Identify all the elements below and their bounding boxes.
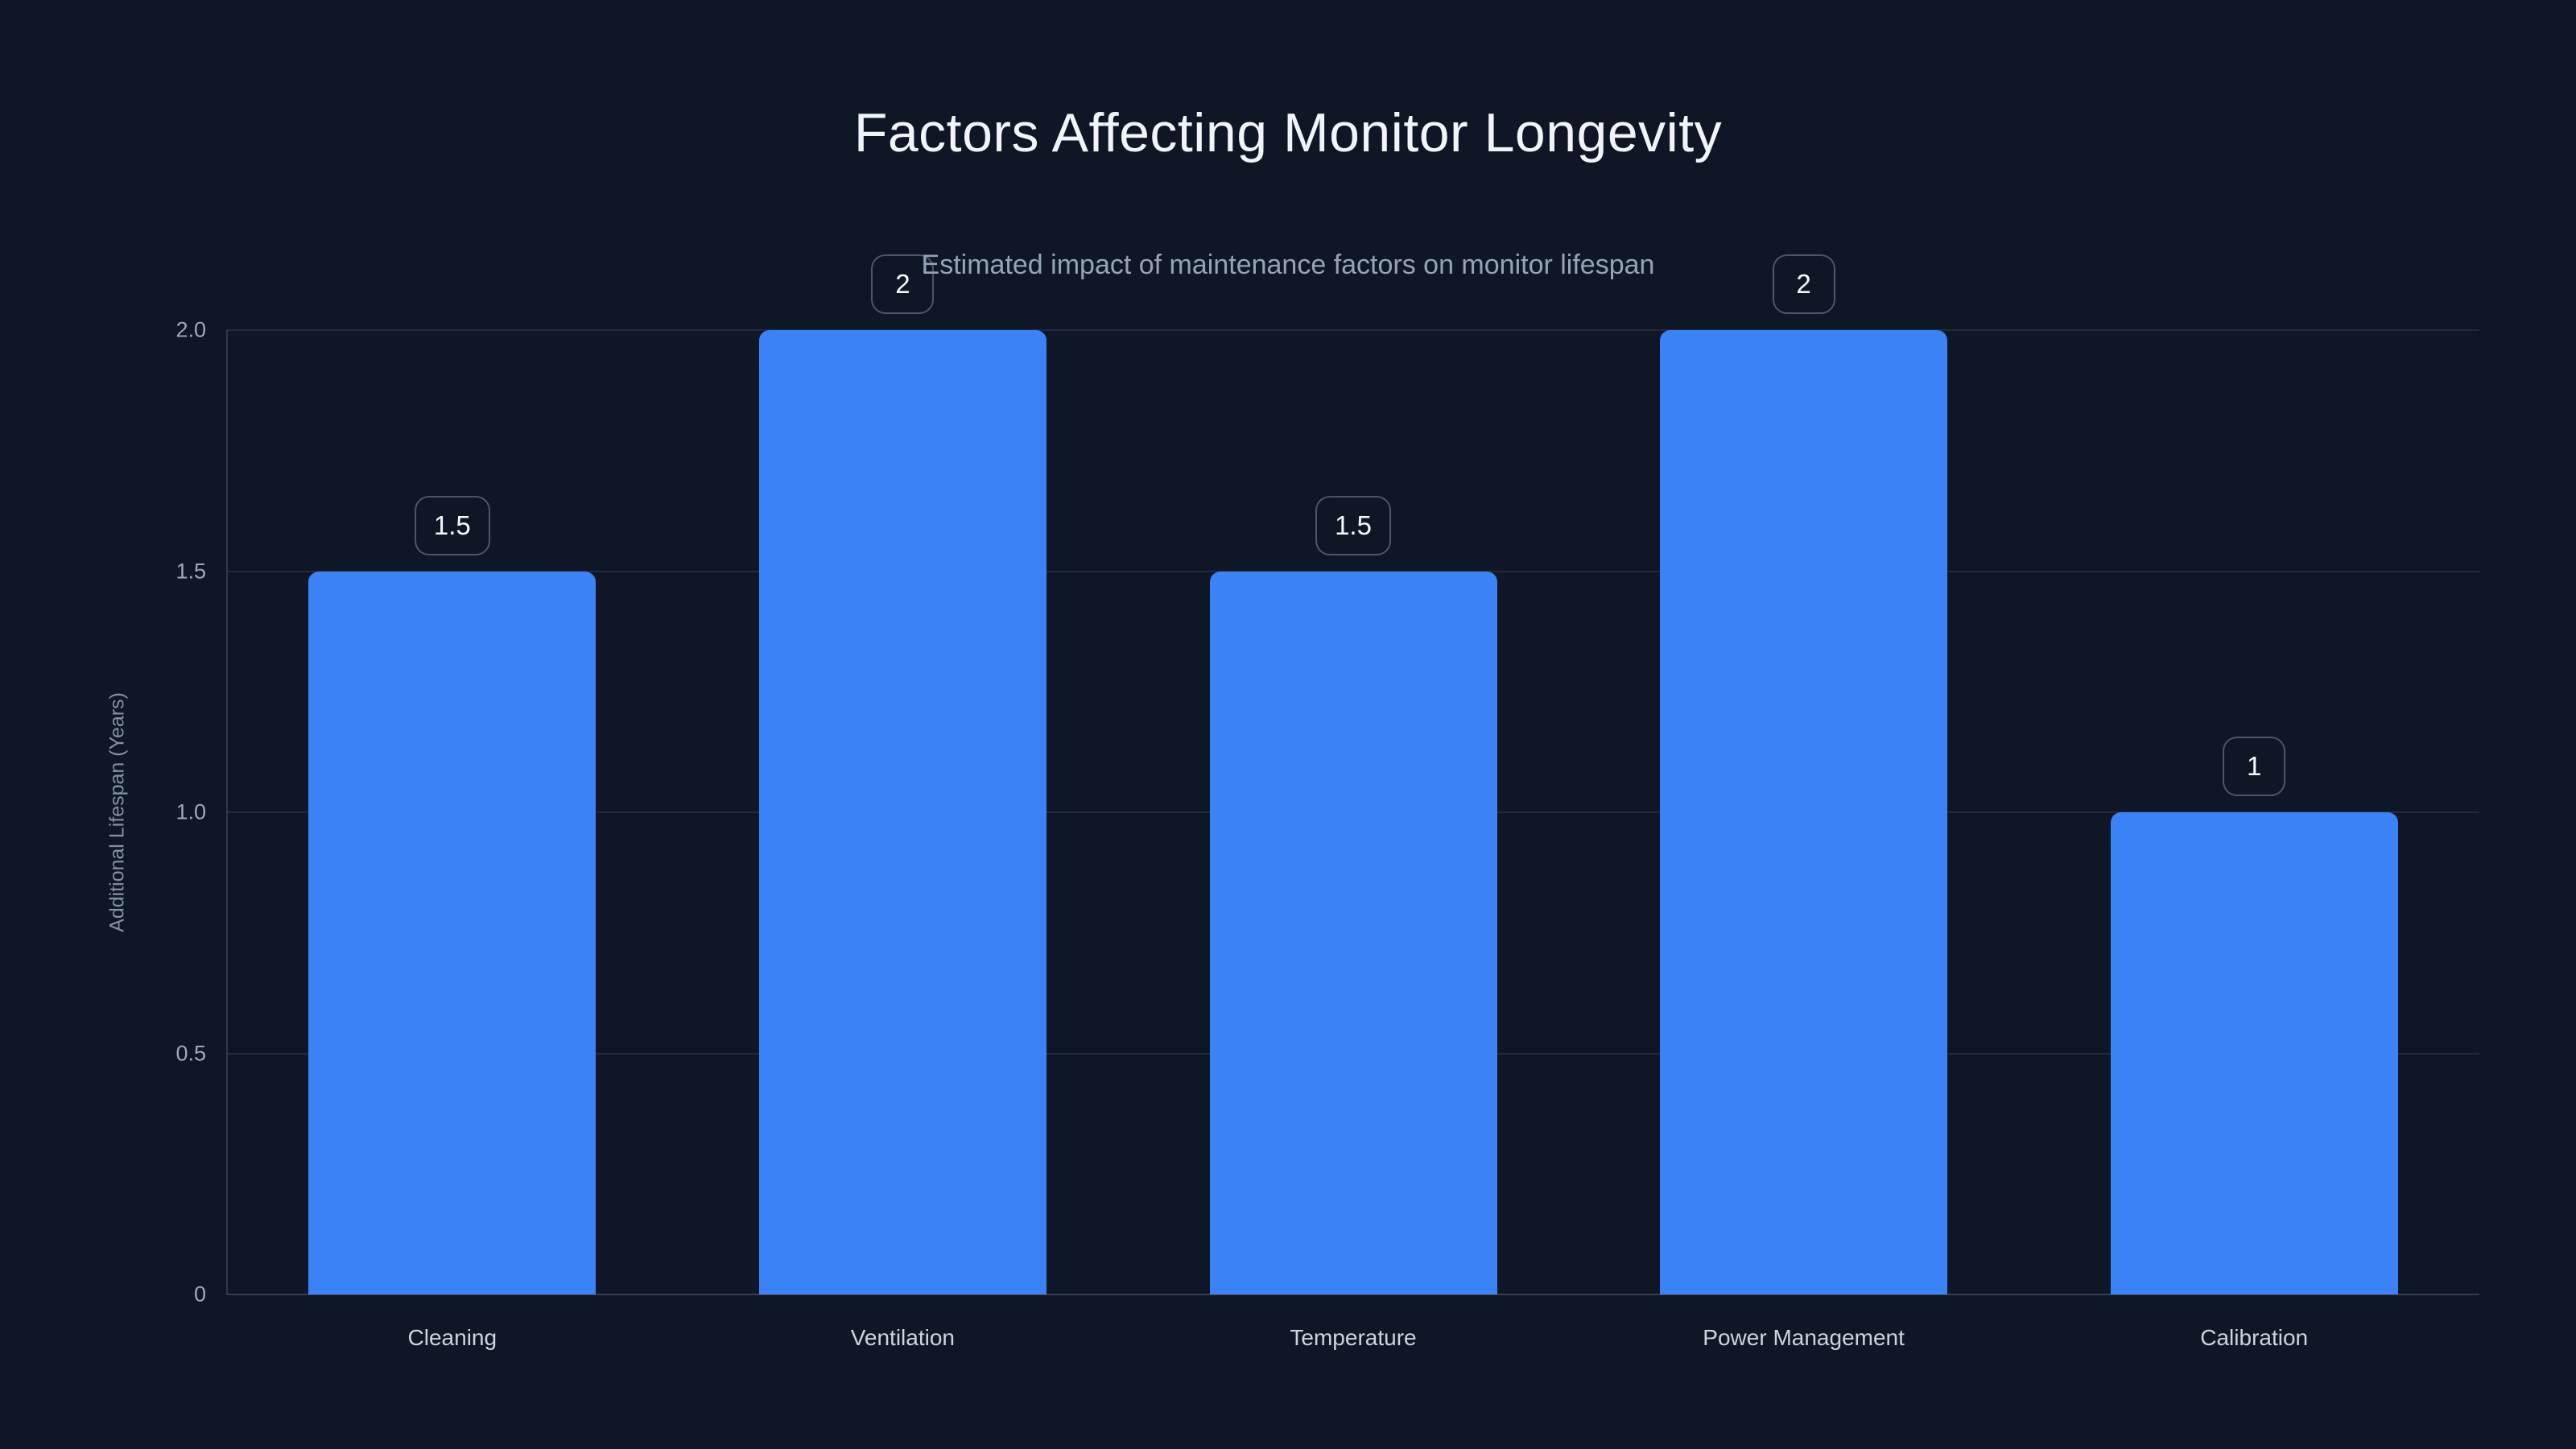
y-tick-label-1.5: 1.5 bbox=[175, 559, 206, 583]
y-axis-line bbox=[226, 330, 228, 1294]
y-tick-label-0: 0 bbox=[193, 1282, 206, 1307]
x-category-label-calibration: Calibration bbox=[2200, 1325, 2309, 1350]
page-title: Factors Affecting Monitor Longevity bbox=[853, 102, 1723, 163]
bar-value-badge-temperature: 1.5 bbox=[1315, 495, 1391, 555]
y-tick-label-0.5: 0.5 bbox=[175, 1041, 206, 1065]
bar-value-badge-cleaning: 1.5 bbox=[414, 495, 490, 555]
y-tick-label-2.0: 2.0 bbox=[175, 317, 206, 342]
bar-power-management bbox=[1660, 330, 1948, 1294]
bar-calibration bbox=[2110, 812, 2398, 1294]
x-category-label-ventilation: Ventilation bbox=[850, 1325, 955, 1350]
chart-subtitle: Estimated impact of maintenance factors … bbox=[921, 250, 1655, 280]
gridline-2.0 bbox=[227, 329, 2479, 331]
y-axis-title: Additional Lifespan (Years) bbox=[105, 692, 129, 932]
bar-value-badge-power-management: 2 bbox=[1772, 254, 1835, 314]
y-tick-label-1.0: 1.0 bbox=[175, 799, 206, 824]
bar-ventilation bbox=[758, 330, 1046, 1294]
x-category-label-temperature: Temperature bbox=[1290, 1325, 1417, 1350]
bar-value-badge-ventilation: 2 bbox=[871, 254, 935, 314]
bar-temperature bbox=[1209, 571, 1497, 1294]
x-axis-line bbox=[227, 1294, 2479, 1295]
x-category-label-power-management: Power Management bbox=[1703, 1325, 1905, 1350]
bar-value-badge-calibration: 1 bbox=[2223, 737, 2286, 796]
bar-cleaning bbox=[308, 571, 597, 1294]
x-category-label-cleaning: Cleaning bbox=[407, 1325, 497, 1350]
